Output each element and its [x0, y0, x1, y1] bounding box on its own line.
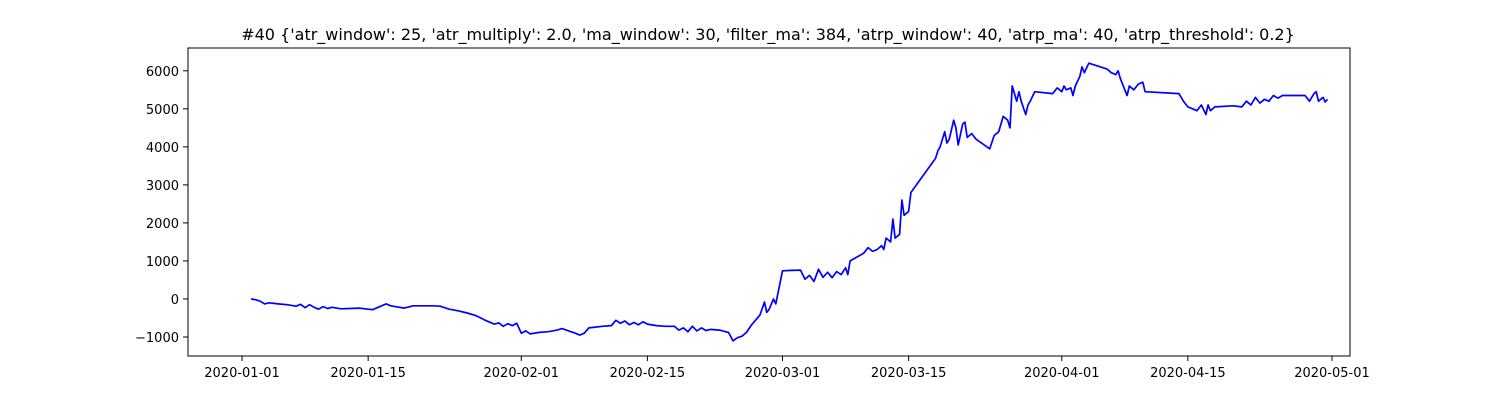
x-tick-label: 2020-01-15 — [330, 366, 406, 381]
plot-area-frame — [187, 47, 1351, 357]
y-tick-label: 3000 — [146, 179, 179, 194]
y-tick-label: 5000 — [146, 103, 179, 118]
y-tick-label: −1000 — [135, 331, 179, 346]
x-tick-label: 2020-03-15 — [871, 366, 947, 381]
x-axis: 2020-01-01 2020-01-15 2020-02-01 2020-02-15… — [204, 356, 1370, 381]
y-tick-label: 2000 — [146, 217, 179, 232]
y-tick-label: 0 — [171, 293, 179, 308]
y-tick-label: 4000 — [146, 141, 179, 156]
x-tick-label: 2020-03-01 — [745, 366, 821, 381]
x-tick-label: 2020-05-01 — [1294, 366, 1370, 381]
x-tick-label: 2020-04-01 — [1024, 366, 1100, 381]
x-tick-label: 2020-04-15 — [1150, 366, 1226, 381]
x-tick-label: 2020-02-01 — [484, 366, 560, 381]
equity-series-line — [250, 62, 1329, 342]
y-tick-label: 1000 — [146, 255, 179, 270]
x-tick-label: 2020-02-15 — [610, 366, 686, 381]
y-axis: −1000 0 1000 2000 3000 4000 5000 6000 — [135, 65, 188, 346]
x-tick-label: 2020-01-01 — [204, 366, 280, 381]
y-tick-label: 6000 — [146, 65, 179, 80]
chart-title: #40 {'atr_window': 25, 'atr_multiply': 2… — [241, 25, 1295, 45]
